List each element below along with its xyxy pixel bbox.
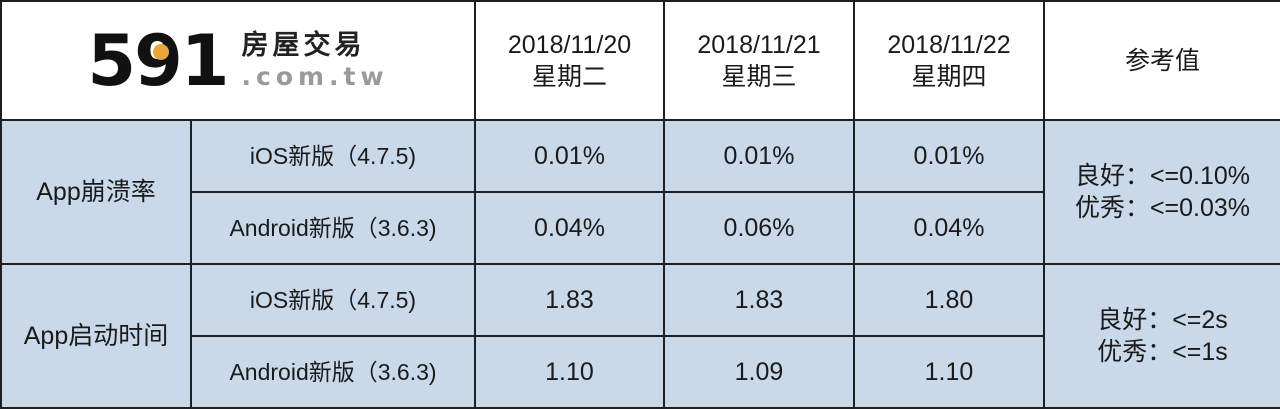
value-cell: 1.83 <box>474 263 665 337</box>
table-row: Android新版（3.6.3) 1.10 1.09 1.10 <box>1 335 1280 409</box>
logo-number: 591 <box>87 26 229 96</box>
header-weekday: 星期二 <box>531 62 607 91</box>
reference-good: 良好：<=0.10% <box>1074 162 1251 190</box>
logo-dot-icon <box>153 43 170 60</box>
section-label-crash-rate: App崩溃率 <box>0 119 192 265</box>
reference-launch-time: 良好：<=2s 优秀：<=1s <box>1043 263 1280 409</box>
header-weekday: 星期四 <box>911 62 987 91</box>
value-cell: 1.09 <box>663 335 855 409</box>
logo-text: 房屋交易 .com.tw <box>242 30 389 92</box>
platform-label: iOS新版（4.7.5) <box>190 263 476 337</box>
logo-cell: 591 房屋交易 .com.tw <box>0 0 476 121</box>
reference-excellent: 优秀：<=0.03% <box>1074 194 1251 222</box>
header-date: 2018/11/21 <box>697 30 821 59</box>
value-cell: 0.04% <box>474 191 665 265</box>
header-row: 591 房屋交易 .com.tw 2018/11/20 星期二 2018/11/… <box>0 0 1280 121</box>
logo-number-text: 591 <box>87 19 229 102</box>
table-row: App崩溃率 iOS新版（4.7.5) 0.01% 0.01% 0.01% 良好… <box>0 119 1280 265</box>
table-row: Android新版（3.6.3) 0.04% 0.06% 0.04% <box>1 191 1280 265</box>
value-cell: 0.06% <box>663 191 855 265</box>
header-date: 2018/11/20 <box>507 30 632 59</box>
platform-label: Android新版（3.6.3) <box>190 335 476 409</box>
value-cell: 1.10 <box>853 335 1045 409</box>
table-row: App启动时间 iOS新版（4.7.5) 1.83 1.83 1.80 良好：<… <box>0 263 1280 409</box>
section-label-launch-time: App启动时间 <box>0 263 192 409</box>
reference-excellent: 优秀：<=1s <box>1097 338 1228 366</box>
value-cell: 0.01% <box>474 119 665 193</box>
header-weekday: 星期三 <box>721 62 797 91</box>
platform-label: iOS新版（4.7.5) <box>190 119 476 193</box>
header-reference: 参考值 <box>1043 0 1280 121</box>
reference-crash-rate: 良好：<=0.10% 优秀：<=0.03% <box>1043 119 1280 265</box>
logo-domain: .com.tw <box>241 61 389 91</box>
logo: 591 房屋交易 .com.tw <box>3 3 473 118</box>
platform-label: Android新版（3.6.3) <box>190 191 476 265</box>
header-date: 2018/11/22 <box>887 30 1011 59</box>
value-cell: 1.83 <box>663 263 855 337</box>
header-date-1: 2018/11/20 星期二 <box>474 0 665 121</box>
header-date-3: 2018/11/22 星期四 <box>853 0 1045 121</box>
value-cell: 1.10 <box>474 335 665 409</box>
value-cell: 0.01% <box>663 119 855 193</box>
reference-good: 良好：<=2s <box>1097 306 1228 334</box>
header-date-2: 2018/11/21 星期三 <box>663 0 855 121</box>
logo-chinese: 房屋交易 <box>241 29 366 61</box>
value-cell: 1.80 <box>853 263 1045 337</box>
value-cell: 0.04% <box>853 191 1045 265</box>
value-cell: 0.01% <box>853 119 1045 193</box>
